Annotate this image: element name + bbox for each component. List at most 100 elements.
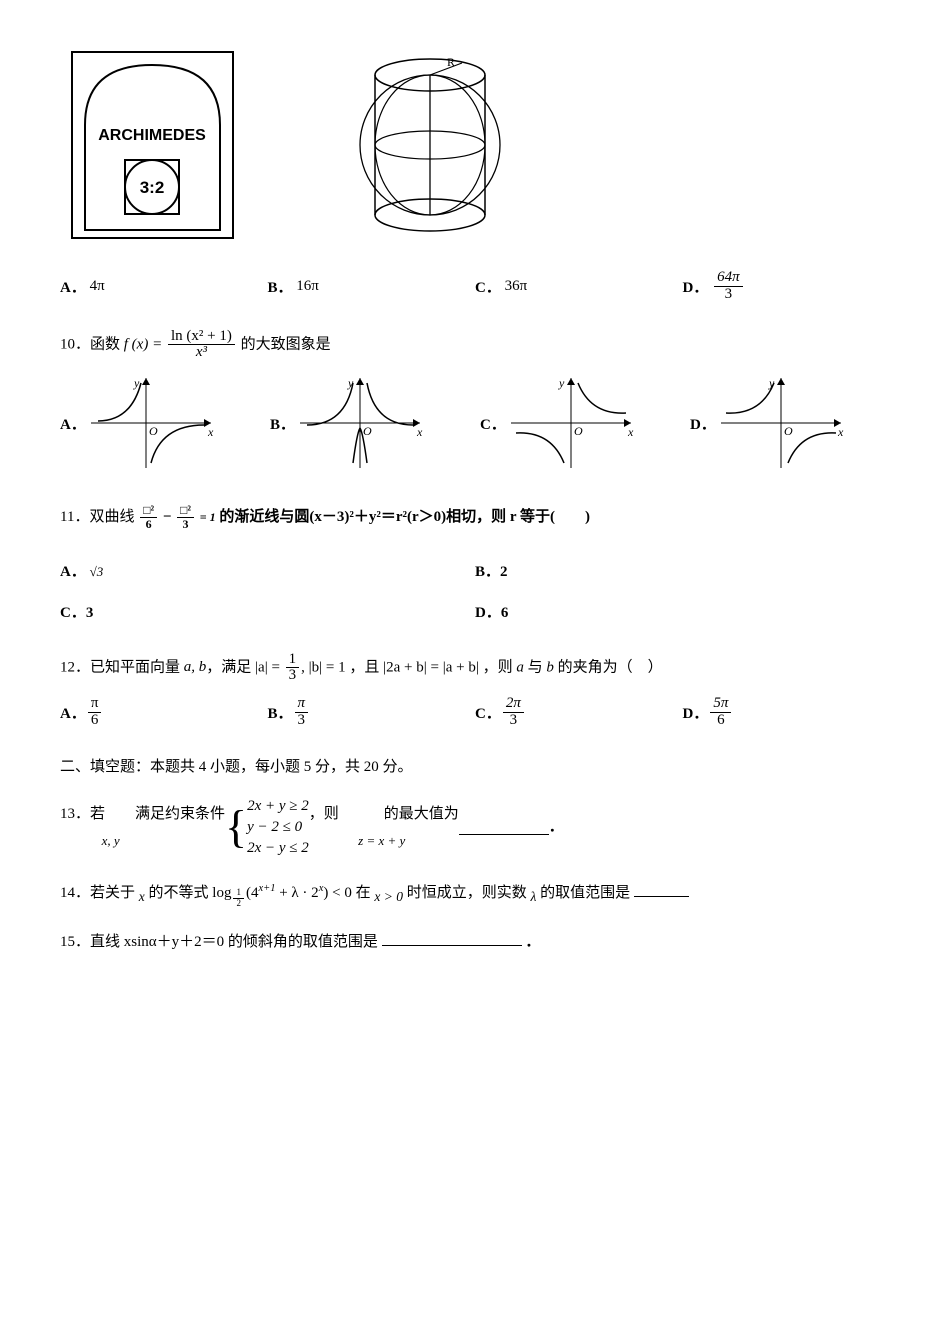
q11-mid: 的渐近线与圆(x－3)²＋y²＝r²(r＞0)相切，则 r 等于( ) (219, 509, 590, 525)
graph-option-b: x y O (295, 373, 425, 473)
fraction-num: 64π (714, 270, 743, 287)
q10-prefix: 10．函数 (60, 336, 120, 352)
option-value: 4π (90, 278, 105, 295)
fraction-num: π (295, 696, 309, 713)
q13-prefix: 13．若 满足约束条件 (60, 800, 225, 829)
option-label: A． (60, 702, 86, 723)
q10-option-c: C． x y O (480, 373, 680, 473)
q10-option-b: B． x y O (270, 373, 470, 473)
fraction-num: ln (x² + 1) (168, 329, 235, 346)
q12-a: a (516, 659, 524, 675)
fraction-num: π (88, 696, 102, 713)
option-label: D． (690, 413, 716, 434)
q12-option-a: A． π 6 (60, 696, 268, 729)
q11-option-b: B．2 (475, 560, 890, 581)
q13-mid: ，则 的最大值为 (309, 800, 459, 829)
q15-text: 15．直线 xsinα＋y＋2＝0 的倾斜角的取值范围是 (60, 934, 378, 950)
sys-line: 2x − y ≤ 2 (247, 838, 309, 859)
option-value: 16π (296, 278, 319, 295)
q13: 13．若 满足约束条件 x, y { 2x + y ≥ 2 y − 2 ≤ 0 … (60, 796, 890, 859)
q13-suffix: ． (549, 813, 564, 842)
q14-suffix2: 的取值范围是 (540, 885, 630, 901)
fraction-den: 3 (722, 287, 736, 303)
origin-label: O (784, 424, 793, 438)
option-label: D． (683, 276, 709, 297)
q12-eq2: |2a + b| = |a + b| (383, 659, 479, 675)
fraction-num: 1 (286, 652, 300, 669)
fraction-den: 6 (143, 518, 155, 531)
fraction-den: 3 (286, 668, 300, 684)
q14-lambda: λ (530, 889, 536, 904)
fraction-den: 2 (233, 899, 244, 908)
q11-rhs: = 1 (200, 510, 216, 524)
q10: 10．函数 f (x) = ln (x² + 1) x³ 的大致图象是 (60, 329, 890, 362)
q12-absb: , |b| = 1 (301, 659, 345, 675)
radius-label: R (447, 55, 455, 69)
q9-options: A． 4π B． 16π C． 36π D． 64π 3 (60, 270, 890, 303)
q9-option-b: B． 16π (268, 276, 476, 297)
answer-blank (634, 881, 689, 897)
option-label: A． (60, 413, 86, 434)
option-fraction: π 6 (88, 696, 102, 729)
option-fraction: π 3 (295, 696, 309, 729)
q15: 15．直线 xsinα＋y＋2＝0 的倾斜角的取值范围是 ． (60, 928, 890, 957)
q11-frac1: □² 6 (140, 504, 157, 530)
q12-ab: a, b (184, 659, 207, 675)
x-axis-label: x (837, 425, 844, 439)
sys-line: 2x + y ≥ 2 (247, 796, 309, 817)
log-text: log (212, 885, 231, 901)
option-label: A． (60, 564, 86, 580)
origin-label: O (149, 424, 158, 438)
option-label: B． (268, 276, 293, 297)
exp1: x+1 (258, 883, 275, 894)
q10-fraction: ln (x² + 1) x³ (168, 329, 235, 362)
q12-option-d: D． 5π 6 (683, 696, 891, 729)
q14-suffix: 时恒成立，则实数 (407, 885, 527, 901)
origin-label: O (363, 424, 372, 438)
fraction-den: 3 (295, 713, 309, 729)
option-value: √3 (90, 564, 104, 579)
fraction-den: 3 (507, 713, 521, 729)
option-value: 36π (505, 278, 528, 295)
log-arg-open: (4 (246, 885, 259, 901)
fraction-num: □² (177, 504, 194, 518)
q11-options-row2: C．3 D．6 (60, 591, 890, 632)
q14-log: log12(4x+1 + λ · 2x) < 0 (212, 885, 355, 901)
cylinder-sphere-figure: R (355, 50, 505, 240)
q11-prefix: 11．双曲线 (60, 509, 134, 525)
q10-options: A． x y O B． x y O C． x (60, 373, 890, 473)
q10-option-d: D． x y O (690, 373, 890, 473)
figure-row: ARCHIMEDES 3:2 R (70, 50, 890, 240)
q14-prefix: 14．若关于 (60, 885, 135, 901)
option-label: B． (270, 413, 295, 434)
q12-option-b: B． π 3 (268, 696, 476, 729)
q14-mid1: 的不等式 (149, 885, 209, 901)
q14-x: x (139, 889, 145, 904)
q14-cond: x > 0 (374, 889, 403, 904)
q13-system: 2x + y ≥ 2 y − 2 ≤ 0 2x − y ≤ 2 (247, 796, 309, 859)
option-label: C． (480, 413, 506, 434)
plus-term: + λ · 2 (275, 885, 318, 901)
q14: 14．若关于 x 的不等式 log12(4x+1 + λ · 2x) < 0 在… (60, 879, 890, 909)
q10-option-a: A． x y O (60, 373, 260, 473)
x-axis-label: x (416, 425, 423, 439)
q15-suffix: ． (525, 934, 540, 950)
origin-label: O (574, 424, 583, 438)
option-fraction: 64π 3 (714, 270, 743, 303)
q10-suffix: 的大致图象是 (241, 336, 331, 352)
q12-mid3: ，则 (483, 659, 517, 675)
q12-b: b (546, 659, 554, 675)
fraction-num: □² (140, 504, 157, 518)
archimedes-label: ARCHIMEDES (98, 127, 206, 144)
fraction-den: 6 (714, 713, 728, 729)
q13-xy: x, y (102, 829, 120, 854)
q11-option-d: D．6 (475, 601, 890, 622)
q14-mid2: 在 (356, 885, 371, 901)
q10-fx: f (x) = (124, 336, 162, 352)
graph-option-a: x y O (86, 373, 216, 473)
q12-mid1: ，满足 (206, 659, 251, 675)
fraction-den: 6 (88, 713, 102, 729)
graph-option-d: x y O (716, 373, 846, 473)
q11-option-a: A． √3 (60, 560, 475, 581)
q12-suffix: 的夹角为（ ） (554, 659, 663, 675)
